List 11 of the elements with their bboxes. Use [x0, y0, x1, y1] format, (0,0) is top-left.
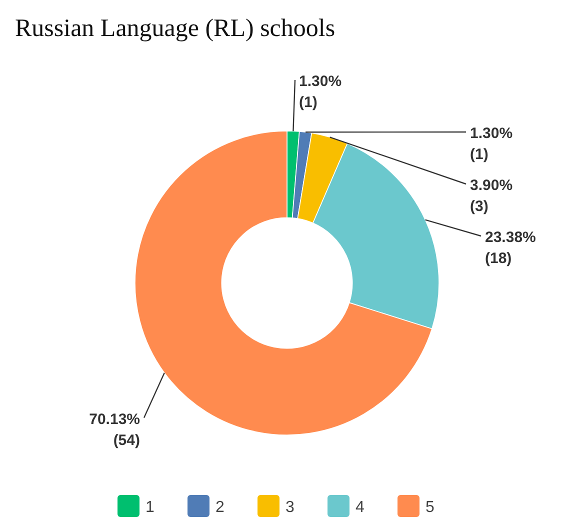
legend-label: 1 — [146, 499, 154, 516]
data-label: 70.13% (54) — [89, 410, 140, 449]
legend-label: 3 — [286, 499, 294, 516]
chart-title: Russian Language (RL) schools — [15, 15, 336, 42]
data-label: 23.38% (18) — [485, 229, 536, 267]
data-label: 3.90% (3) — [470, 177, 513, 215]
data-label: 1.30% (1) — [470, 125, 513, 163]
legend-label: 5 — [426, 499, 434, 516]
data-label: 1.30% (1) — [299, 73, 342, 111]
legend-label: 4 — [356, 499, 364, 516]
legend-label: 2 — [216, 499, 224, 516]
